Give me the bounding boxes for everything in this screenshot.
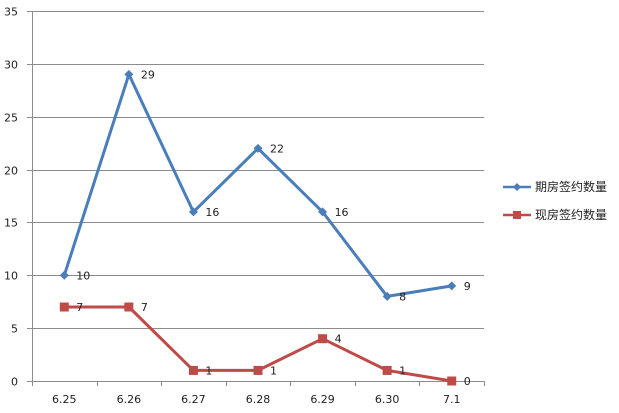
series-0-point-6.26 [124, 69, 134, 79]
data-label-series-1-6.25: 7 [76, 301, 83, 314]
series-1-point-7.1 [447, 376, 457, 386]
data-label-series-1-6.29: 4 [335, 333, 342, 346]
series-1-point-6.27 [188, 365, 198, 375]
data-label-series-1-6.30: 1 [399, 364, 406, 377]
series-0-point-6.27 [188, 207, 198, 217]
x-tick-label-6.27: 6.27 [181, 393, 206, 406]
y-tick-label-30: 30 [4, 59, 18, 72]
legend-label-presale: 期房签约数量 [535, 180, 608, 194]
data-label-series-0-6.27: 16 [205, 206, 219, 219]
legend-label-completed: 现房签约数量 [535, 208, 608, 222]
data-label-series-0-6.30: 8 [399, 290, 406, 303]
series-0-point-6.29 [318, 207, 328, 217]
y-tick-label-20: 20 [4, 165, 18, 178]
series-1-point-6.25 [59, 302, 69, 312]
series-1-point-6.28 [253, 365, 263, 375]
legend-item-completed: 现房签约数量 [503, 206, 619, 234]
legend: 期房签约数量 现房签约数量 [503, 178, 619, 234]
y-tick-label-35: 35 [4, 6, 18, 19]
data-label-series-0-6.25: 10 [76, 269, 90, 282]
x-tick-label-6.26: 6.26 [117, 393, 142, 406]
data-label-series-0-6.29: 16 [335, 206, 349, 219]
x-tick-label-6.28: 6.28 [246, 393, 271, 406]
y-tick-label-10: 10 [4, 270, 18, 283]
series-1-point-6.29 [318, 334, 328, 344]
data-label-series-1-6.27: 1 [205, 364, 212, 377]
series-lines [59, 69, 457, 386]
series-1-point-6.30 [382, 365, 392, 375]
x-tick-label-6.25: 6.25 [52, 393, 77, 406]
data-label-series-0-6.28: 22 [270, 142, 284, 155]
legend-swatch-completed-icon [503, 211, 531, 219]
series-0-point-6.25 [59, 270, 69, 280]
gridlines [32, 11, 484, 329]
series-0-point-6.30 [382, 291, 392, 301]
series-0-point-6.28 [253, 143, 263, 153]
legend-swatch-presale-icon [503, 183, 531, 191]
y-tick-label-0: 0 [11, 376, 18, 389]
y-tick-label-25: 25 [4, 112, 18, 125]
legend-item-presale: 期房签约数量 [503, 178, 619, 206]
data-label-series-0-6.26: 29 [141, 68, 155, 81]
series-0-point-7.1 [447, 281, 457, 291]
x-tick-label-7.1: 7.1 [443, 393, 461, 406]
data-label-series-1-6.28: 1 [270, 364, 277, 377]
x-tick-label-6.30: 6.30 [375, 393, 400, 406]
y-tick-label-5: 5 [11, 323, 18, 336]
series-1-point-6.26 [124, 302, 134, 312]
y-tick-label-15: 15 [4, 217, 18, 230]
data-label-series-0-7.1: 9 [464, 280, 471, 293]
x-tick-label-6.29: 6.29 [310, 393, 335, 406]
data-label-series-1-6.26: 7 [141, 301, 148, 314]
data-label-series-1-7.1: 0 [464, 375, 471, 388]
series-line-0 [62, 72, 452, 298]
